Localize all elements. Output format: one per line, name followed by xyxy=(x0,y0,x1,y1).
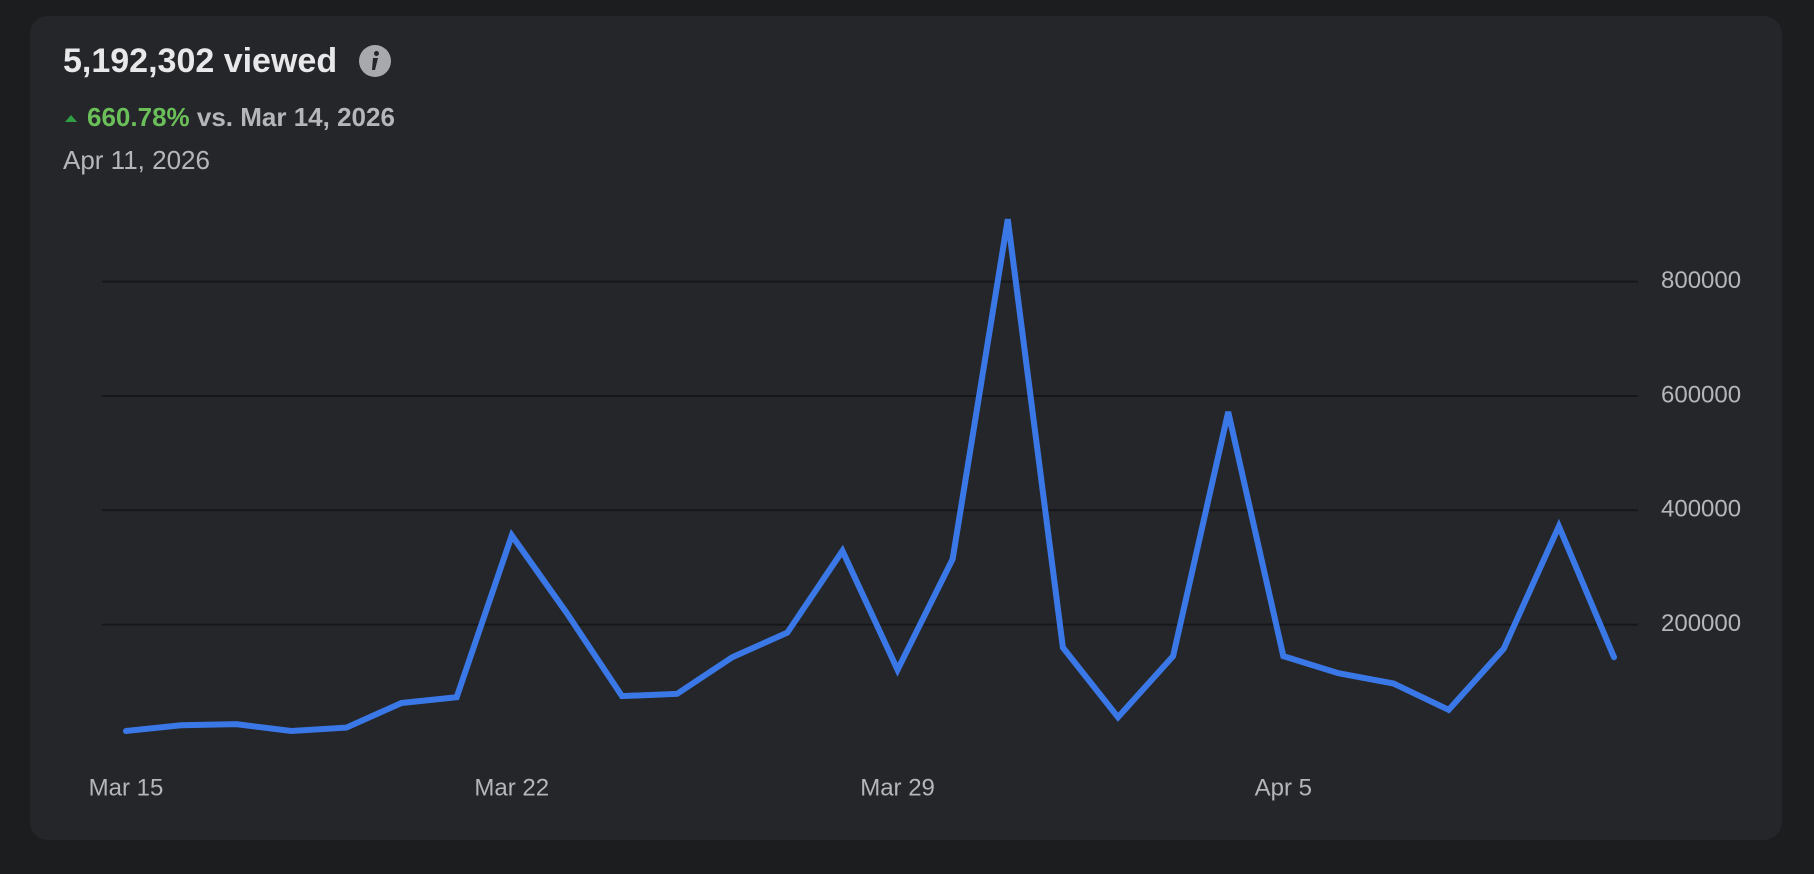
info-icon[interactable] xyxy=(358,44,392,78)
chart: 200000 400000 600000 800000 Mar 15 Mar 22 Mar … xyxy=(89,218,1741,801)
x-tick-label: Mar 15 xyxy=(89,774,164,801)
x-tick-label: Mar 22 xyxy=(474,774,549,801)
comparison: vs. Mar 14, 2026 xyxy=(196,102,395,132)
y-tick-label: 200000 xyxy=(1661,610,1741,637)
date: Apr 11, 2026 xyxy=(63,145,210,175)
y-tick-label: 800000 xyxy=(1661,267,1741,294)
y-tick-label: 600000 xyxy=(1661,381,1741,408)
change-row: 660.78% vs. Mar 14, 2026 xyxy=(63,102,395,133)
up-arrow xyxy=(65,115,77,122)
card: 5,192,302 viewed 660.78% vs. Mar 14, 202… xyxy=(30,16,1782,840)
x-tick-label: Mar 29 xyxy=(860,774,935,801)
x-tick-label: Apr 5 xyxy=(1255,774,1312,801)
total-views: 5,192,302 viewed xyxy=(63,42,338,80)
y-tick-label: 400000 xyxy=(1661,496,1741,523)
change-percent: 660.78% xyxy=(87,102,190,132)
line xyxy=(123,218,1617,735)
